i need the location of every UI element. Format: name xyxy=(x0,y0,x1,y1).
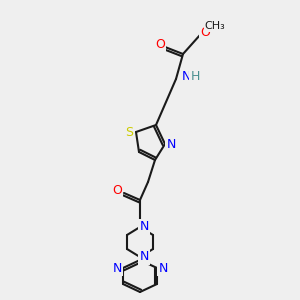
Text: N: N xyxy=(139,250,149,263)
Text: N: N xyxy=(139,220,149,233)
Text: CH₃: CH₃ xyxy=(205,21,225,31)
Text: N: N xyxy=(112,262,122,275)
Text: S: S xyxy=(125,125,133,139)
Text: O: O xyxy=(200,26,210,38)
Text: N: N xyxy=(158,262,168,275)
Text: O: O xyxy=(155,38,165,52)
Text: N: N xyxy=(181,70,191,83)
Text: N: N xyxy=(166,137,176,151)
Text: O: O xyxy=(112,184,122,197)
Text: H: H xyxy=(190,70,200,83)
